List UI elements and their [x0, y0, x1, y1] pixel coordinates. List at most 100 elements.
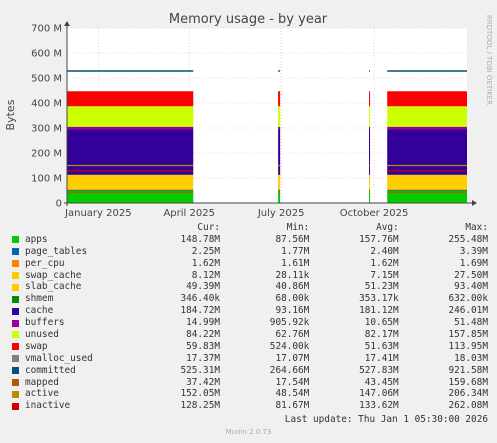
chart-area: Memory usage - by year Bytes RRDTOOL / T… — [4, 12, 493, 219]
legend-rows: apps 148.78M 87.56M 157.76M 255.48M page_tabl… — [12, 234, 488, 412]
legend-cur-value: 152.05M — [180, 388, 220, 400]
y-tick-label: 500 M — [31, 74, 62, 85]
legend-avg-value: 353.17k — [359, 293, 399, 305]
legend-swatch — [12, 283, 19, 291]
legend-series-name: unused — [25, 329, 59, 341]
legend-series-name: mapped — [25, 376, 59, 388]
legend-cur-value: 49.39M — [186, 281, 220, 293]
legend-max-value: 206.34M — [448, 388, 488, 400]
area-swap — [278, 91, 281, 107]
area-swap_cache — [369, 187, 371, 190]
x-tick-label: January 2025 — [64, 208, 132, 219]
legend-cur-value: 8.12M — [191, 269, 220, 281]
legend-avg-value: 51.63M — [364, 340, 399, 352]
legend-series-name: swap_cache — [25, 269, 82, 281]
legend-table: Cur: Min: Avg: Max: apps 148.78M 87.56M 157… — [12, 222, 488, 412]
area-buffers — [369, 126, 371, 130]
legend-max-value: 51.48M — [454, 317, 488, 329]
legend-swatch — [12, 355, 19, 363]
legend-swatch — [12, 390, 19, 398]
legend-swatch — [12, 295, 19, 303]
legend-swatch — [12, 367, 19, 375]
legend-cur-value: 525.31M — [180, 364, 220, 376]
legend-cur-value: 2.25M — [191, 245, 220, 257]
legend-swatch — [12, 379, 19, 387]
legend-avg-value: 147.06M — [359, 388, 399, 400]
area-buffers — [387, 126, 467, 130]
legend-min-value: 17.07M — [275, 352, 310, 364]
area-apps — [369, 190, 371, 203]
x-tick-label: October 2025 — [340, 208, 409, 219]
legend-avg-value: 133.62M — [359, 400, 399, 412]
legend-series-name: active — [25, 388, 59, 400]
legend-max-value: 157.85M — [448, 329, 488, 341]
area-per_cpu — [67, 189, 194, 190]
stacked-areas — [67, 91, 467, 203]
legend-max-value: 27.50M — [454, 269, 488, 281]
legend-cur-value: 14.99M — [186, 317, 220, 329]
legend-series-name: committed — [25, 364, 76, 376]
legend-max-value: 632.00k — [448, 293, 488, 305]
legend-swatch — [12, 236, 19, 244]
legend-row-mapped: mapped 37.42M 17.54M 43.45M 159.68M — [12, 377, 488, 389]
legend-series-name: buffers — [25, 317, 65, 329]
area-slab_cache — [387, 175, 467, 188]
legend-min-value: 81.67M — [275, 400, 310, 412]
area-page_tables — [278, 190, 281, 191]
y-tick-label: 0 — [56, 199, 62, 210]
area-slab_cache — [278, 175, 281, 188]
legend-min-value: 264.66M — [269, 364, 310, 376]
legend-row-inactive: inactive 128.25M 81.67M 133.62M 262.08M — [12, 400, 488, 412]
legend-row-page_tables: page_tables 2.25M 1.77M 2.40M 3.39M — [12, 246, 488, 258]
legend-min-value: 1.77M — [281, 245, 310, 257]
legend-row-swap: swap 59.83M 524.00k 51.63M 113.95M — [12, 341, 488, 353]
legend-avg-value: 51.23M — [364, 281, 399, 293]
x-tick-label: July 2025 — [257, 208, 305, 219]
area-swap — [67, 91, 194, 107]
rrdtool-credit: RRDTOOL / TOBI OETIKER — [485, 15, 493, 105]
legend-row-cache: cache 184.72M 93.16M 181.12M 246.01M — [12, 305, 488, 317]
legend-swatch — [12, 307, 19, 315]
munin-version: Munin 2.0.73 — [225, 428, 272, 436]
legend-series-name: swap — [25, 340, 48, 352]
legend-min-value: 17.54M — [275, 376, 310, 388]
legend-swatch — [12, 402, 19, 410]
legend-header-max: Max: — [465, 222, 488, 233]
area-cache — [67, 129, 194, 175]
legend-row-buffers: buffers 14.99M 905.92k 10.65M 51.48M — [12, 317, 488, 329]
area-slab_cache — [67, 175, 194, 188]
legend-max-value: 262.08M — [448, 400, 488, 412]
area-per_cpu — [369, 189, 371, 190]
legend-cur-value: 346.40k — [180, 293, 220, 305]
legend-avg-value: 1.62M — [370, 257, 399, 269]
legend-max-value: 255.48M — [448, 233, 488, 245]
legend-row-vmalloc_used: vmalloc_used 17.37M 17.07M 17.41M 18.03M — [12, 353, 488, 365]
y-tick-label: 700 M — [31, 24, 62, 35]
y-axis-arrow — [64, 21, 70, 26]
area-apps — [387, 190, 467, 203]
legend-cur-value: 84.22M — [186, 329, 220, 341]
legend-avg-value: 17.41M — [364, 352, 399, 364]
legend-cur-value: 17.37M — [186, 352, 220, 364]
legend-max-value: 93.40M — [454, 281, 488, 293]
area-cache — [387, 129, 467, 175]
legend-series-name: per_cpu — [25, 257, 65, 269]
legend-avg-value: 10.65M — [364, 317, 399, 329]
legend-max-value: 1.69M — [459, 257, 488, 269]
last-update: Last update: Thu Jan 1 05:30:00 2026 — [284, 414, 488, 425]
x-tick-label: April 2025 — [163, 208, 214, 219]
area-swap — [387, 91, 467, 107]
legend-max-value: 3.39M — [459, 245, 488, 257]
legend-swatch — [12, 331, 19, 339]
y-tick-label: 600 M — [31, 49, 62, 60]
legend-series-name: inactive — [25, 400, 71, 412]
legend-swatch — [12, 343, 19, 351]
legend-max-value: 921.58M — [448, 364, 488, 376]
area-apps — [278, 190, 281, 203]
legend-min-value: 1.61M — [281, 257, 310, 269]
x-axis-arrow — [472, 200, 477, 206]
legend-min-value: 48.54M — [275, 388, 310, 400]
legend-row-apps: apps 148.78M 87.56M 157.76M 255.48M — [12, 234, 488, 246]
y-tick-label: 200 M — [31, 149, 62, 160]
area-page_tables — [387, 190, 467, 191]
